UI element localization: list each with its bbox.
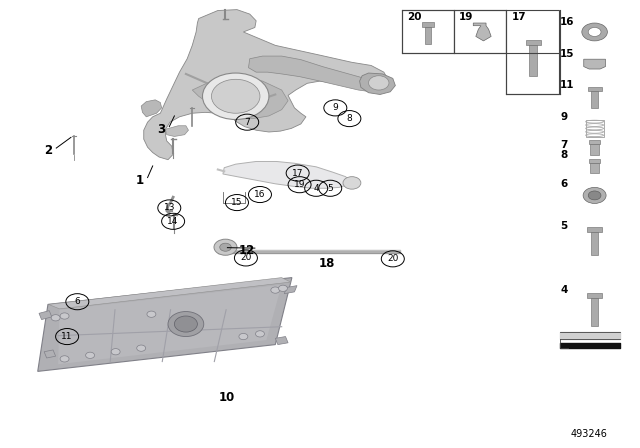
Text: 20: 20	[240, 254, 252, 263]
Polygon shape	[38, 278, 292, 371]
Polygon shape	[248, 56, 383, 92]
Bar	[591, 233, 598, 255]
Circle shape	[147, 311, 156, 317]
Text: 5: 5	[560, 221, 568, 231]
Circle shape	[582, 23, 607, 41]
Text: 8: 8	[560, 150, 568, 160]
Text: 9: 9	[332, 103, 338, 112]
Bar	[529, 45, 537, 76]
Text: 15: 15	[560, 49, 575, 59]
Polygon shape	[44, 350, 56, 358]
Circle shape	[51, 314, 60, 321]
Circle shape	[255, 331, 264, 337]
Circle shape	[111, 349, 120, 355]
Text: 8: 8	[346, 114, 352, 123]
Circle shape	[583, 187, 606, 203]
Circle shape	[588, 191, 601, 200]
Text: 9: 9	[560, 112, 567, 122]
Circle shape	[86, 352, 95, 358]
Circle shape	[202, 73, 269, 120]
Bar	[587, 293, 602, 298]
Bar	[590, 144, 599, 155]
Circle shape	[278, 285, 287, 292]
Polygon shape	[192, 77, 288, 119]
Text: 18: 18	[318, 257, 335, 270]
Text: 16: 16	[254, 190, 266, 199]
Text: 1: 1	[136, 174, 144, 187]
Bar	[590, 163, 599, 173]
Text: 12: 12	[239, 244, 255, 257]
Circle shape	[60, 313, 69, 319]
Polygon shape	[473, 23, 491, 41]
Text: 19: 19	[460, 12, 474, 22]
Text: 11: 11	[61, 332, 73, 341]
Polygon shape	[49, 278, 291, 309]
Text: 15: 15	[231, 198, 243, 207]
Circle shape	[168, 311, 204, 336]
Polygon shape	[584, 59, 605, 69]
Circle shape	[369, 76, 389, 90]
Polygon shape	[144, 9, 389, 159]
Bar	[588, 87, 602, 91]
Circle shape	[343, 177, 361, 189]
Text: 19: 19	[294, 180, 305, 189]
Bar	[586, 120, 604, 137]
Bar	[402, 9, 454, 53]
Polygon shape	[141, 100, 162, 117]
Circle shape	[588, 27, 601, 36]
Text: 11: 11	[560, 80, 575, 90]
Bar	[589, 159, 600, 163]
Text: 16: 16	[560, 17, 575, 27]
Bar	[425, 26, 431, 44]
Text: 20: 20	[387, 254, 399, 263]
Polygon shape	[360, 73, 396, 95]
Text: 7: 7	[244, 118, 250, 127]
Circle shape	[220, 243, 231, 251]
Text: 3: 3	[157, 123, 166, 136]
Polygon shape	[223, 161, 351, 188]
Polygon shape	[275, 336, 288, 345]
Bar	[591, 298, 598, 326]
Text: 14: 14	[168, 217, 179, 226]
Circle shape	[60, 356, 69, 362]
Circle shape	[271, 287, 280, 293]
Text: 6: 6	[560, 179, 568, 189]
Text: 4: 4	[314, 184, 319, 193]
Bar	[454, 9, 506, 53]
Text: 17: 17	[292, 168, 303, 177]
Polygon shape	[284, 286, 297, 294]
Bar	[591, 91, 598, 108]
Text: 20: 20	[407, 12, 421, 22]
Text: 4: 4	[560, 285, 568, 295]
Bar	[589, 140, 600, 144]
Bar	[587, 227, 602, 233]
Bar	[506, 9, 559, 95]
Text: 493246: 493246	[571, 429, 608, 439]
Text: 7: 7	[560, 140, 568, 151]
Text: 10: 10	[219, 391, 235, 404]
Text: 5: 5	[327, 184, 333, 193]
Text: 17: 17	[511, 12, 526, 22]
Bar	[422, 22, 434, 26]
Circle shape	[239, 333, 248, 340]
Polygon shape	[58, 285, 282, 364]
Text: 13: 13	[164, 203, 175, 212]
Circle shape	[137, 345, 146, 351]
Text: 6: 6	[74, 297, 80, 306]
Circle shape	[214, 239, 237, 255]
Circle shape	[211, 79, 260, 113]
Bar	[525, 40, 541, 45]
Polygon shape	[166, 126, 188, 137]
Circle shape	[174, 316, 197, 332]
Text: 2: 2	[45, 144, 52, 157]
Polygon shape	[39, 310, 52, 319]
